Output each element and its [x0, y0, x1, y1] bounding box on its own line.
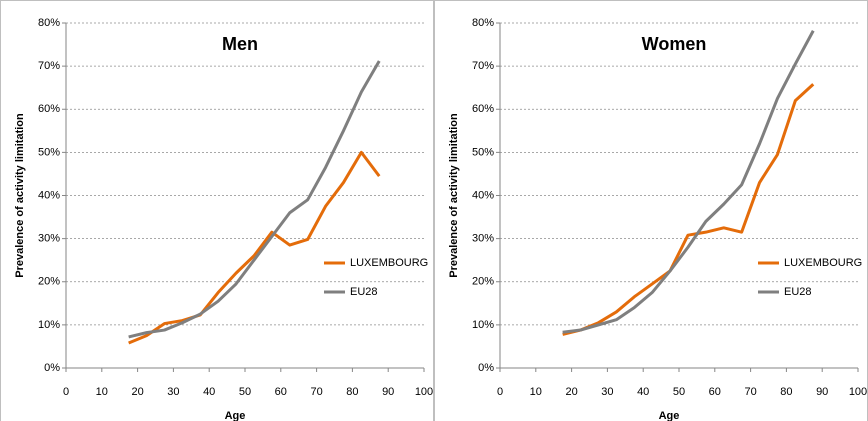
line-series	[562, 30, 815, 334]
y-tick-label: 0%	[478, 362, 494, 374]
x-tick-label: 60	[709, 386, 721, 398]
legend-label: EU28	[784, 286, 812, 298]
panel-frame	[0, 0, 434, 421]
panel-frame	[434, 0, 868, 421]
y-tick-label: 20%	[38, 276, 60, 288]
x-tick-label: 40	[203, 386, 215, 398]
y-tick-label: 10%	[38, 319, 60, 331]
y-tick-label: 60%	[472, 103, 494, 115]
y-tick-label: 40%	[472, 189, 494, 201]
legend-label: EU28	[350, 286, 378, 298]
y-tick-label: 50%	[38, 146, 60, 158]
y-tick-label: 20%	[472, 276, 494, 288]
x-tick-label: 90	[382, 386, 394, 398]
x-tick-label: 0	[63, 386, 69, 398]
x-tick-label: 50	[239, 386, 251, 398]
x-tick-label: 40	[637, 386, 649, 398]
y-axis-label: Prevalence of activity limitation	[448, 113, 460, 278]
x-tick-label: 20	[565, 386, 577, 398]
y-tick-label: 30%	[472, 233, 494, 245]
chart-title: Women	[642, 34, 707, 54]
x-tick-label: 0	[497, 386, 503, 398]
x-tick-label: 100	[849, 386, 867, 398]
y-tick-label: 80%	[472, 17, 494, 29]
y-tick-label: 70%	[472, 60, 494, 72]
x-tick-label: 30	[167, 386, 179, 398]
y-tick-label: 0%	[44, 362, 60, 374]
x-tick-label: 10	[96, 386, 108, 398]
legend-label: LUXEMBOURG	[784, 257, 862, 269]
legend-label: LUXEMBOURG	[350, 257, 428, 269]
x-tick-label: 50	[673, 386, 685, 398]
x-tick-label: 70	[744, 386, 756, 398]
x-tick-label: 80	[346, 386, 358, 398]
x-tick-label: 60	[275, 386, 287, 398]
panel: 0% 10% 20% 30% 40% 50% 60% 70% 80% 0 10 20 30 40 50 60 7…	[434, 0, 868, 421]
y-axis-label: Prevalence of activity limitation	[14, 113, 26, 278]
x-tick-label: 80	[780, 386, 792, 398]
y-tick-label: 50%	[472, 146, 494, 158]
x-axis-label: Age	[225, 410, 246, 421]
line-series	[128, 150, 381, 345]
x-tick-label: 70	[310, 386, 322, 398]
line-series	[562, 83, 815, 336]
x-tick-label: 30	[601, 386, 613, 398]
y-tick-label: 70%	[38, 60, 60, 72]
y-tick-label: 40%	[38, 189, 60, 201]
y-tick-label: 10%	[472, 319, 494, 331]
y-tick-label: 30%	[38, 233, 60, 245]
x-tick-label: 90	[816, 386, 828, 398]
chart-title: Men	[222, 34, 258, 54]
panel: 0% 10% 20% 30% 40% 50% 60% 70% 80% 0 10 20 30 40 50 60 7…	[0, 0, 434, 421]
y-tick-label: 60%	[38, 103, 60, 115]
x-tick-label: 10	[530, 386, 542, 398]
x-tick-label: 20	[131, 386, 143, 398]
x-tick-label: 100	[415, 386, 433, 398]
line-series	[128, 60, 381, 339]
x-axis-label: Age	[659, 410, 680, 421]
y-tick-label: 80%	[38, 17, 60, 29]
